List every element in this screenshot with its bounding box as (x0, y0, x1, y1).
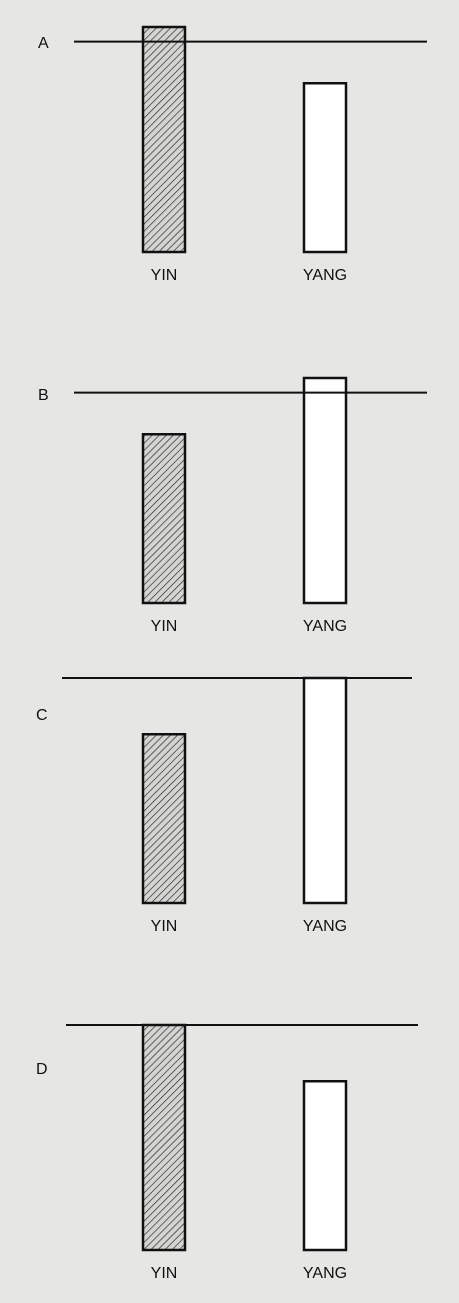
bar-label-yin: YIN (151, 918, 178, 935)
bar-yin (141, 733, 187, 905)
panel-label: C (36, 707, 48, 724)
bar-label-yin: YIN (151, 267, 178, 284)
panel-d: D YIN YANG (36, 1023, 418, 1282)
bar-yang (302, 676, 348, 905)
panel-label: D (36, 1061, 48, 1078)
bar-yin (141, 25, 187, 254)
bar-label-yang: YANG (303, 1265, 347, 1282)
panel-b: B YIN YANG (38, 376, 427, 635)
bar-yin (141, 1023, 187, 1252)
bar-yin (141, 433, 187, 605)
panel-c: C YIN YANG (36, 676, 412, 935)
panel-a: A YIN YANG (38, 25, 427, 284)
bar-label-yin: YIN (151, 618, 178, 635)
panel-label: B (38, 387, 49, 404)
bar-label-yang: YANG (303, 618, 347, 635)
bar-label-yang: YANG (303, 267, 347, 284)
bar-label-yang: YANG (303, 918, 347, 935)
bar-yang (302, 1080, 348, 1252)
bar-yang (302, 376, 348, 605)
bar-label-yin: YIN (151, 1265, 178, 1282)
bar-yang (302, 82, 348, 254)
panel-label: A (38, 35, 49, 52)
